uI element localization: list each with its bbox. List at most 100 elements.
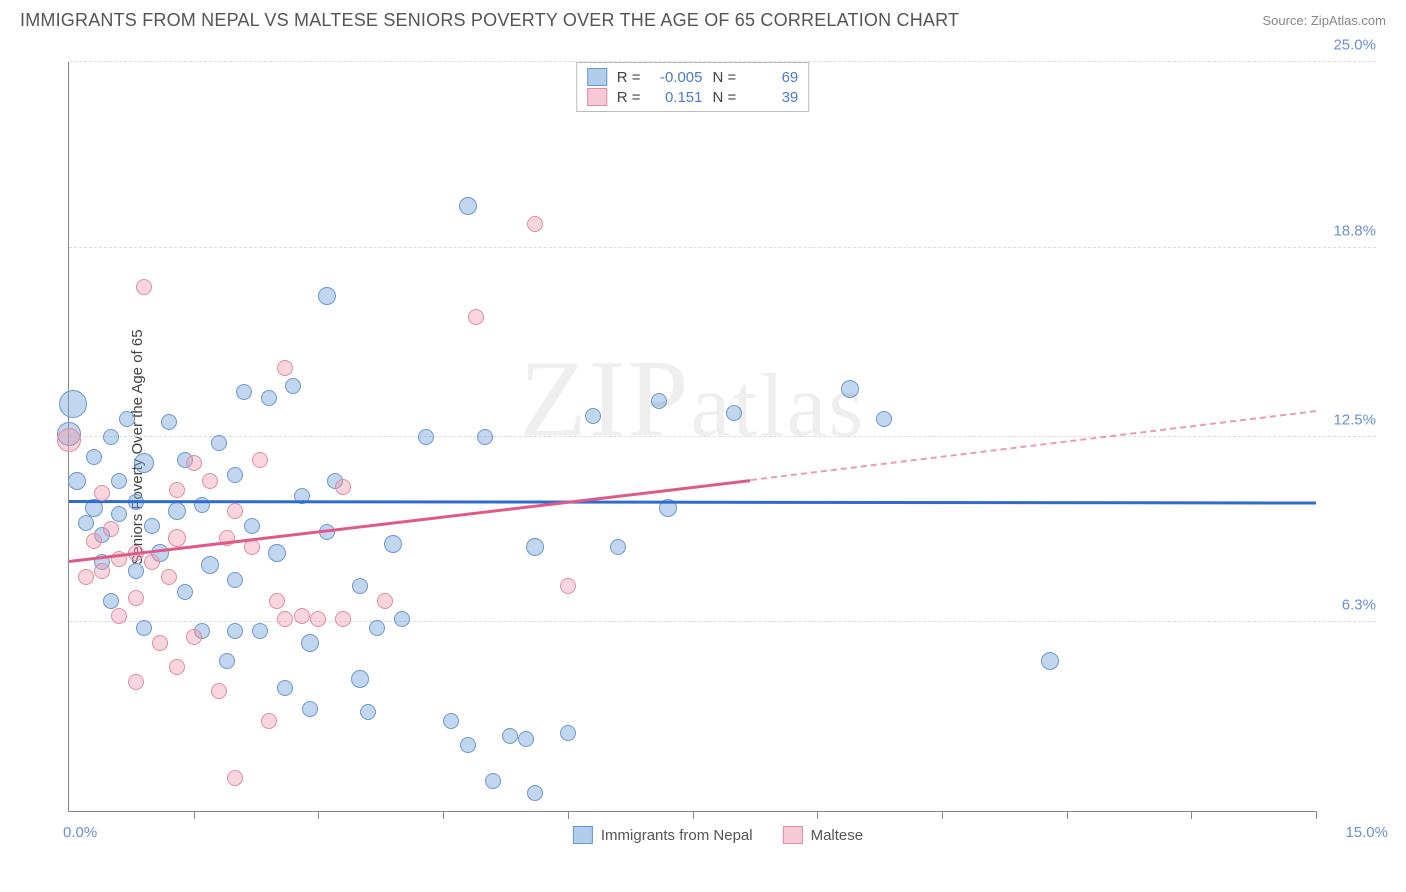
y-tick-label: 6.3%: [1342, 597, 1376, 614]
data-point-nepal: [459, 197, 477, 215]
data-point-nepal: [161, 414, 177, 430]
swatch-nepal: [587, 68, 607, 86]
x-axis-min-label: 0.0%: [63, 824, 97, 841]
data-point-nepal: [526, 538, 544, 556]
data-point-maltese: [136, 279, 152, 295]
legend-label-maltese: Maltese: [811, 827, 864, 844]
plot-area: ZIPatlas R = -0.005 N = 69 R = 0.151 N =…: [68, 62, 1316, 812]
data-point-nepal: [227, 623, 243, 639]
data-point-maltese: [169, 659, 185, 675]
data-point-nepal: [360, 704, 376, 720]
data-point-nepal: [351, 670, 369, 688]
y-tick-label: 12.5%: [1333, 411, 1376, 428]
data-point-nepal: [119, 411, 135, 427]
data-point-nepal: [168, 502, 186, 520]
x-tick: [1067, 811, 1068, 819]
gridline: [69, 247, 1376, 248]
data-point-maltese: [144, 554, 160, 570]
data-point-nepal: [502, 728, 518, 744]
data-point-nepal: [560, 725, 576, 741]
legend-swatch-maltese: [783, 826, 803, 844]
data-point-maltese: [111, 608, 127, 624]
source-link[interactable]: ZipAtlas.com: [1311, 13, 1386, 28]
nepal-r-value: -0.005: [651, 69, 703, 86]
data-point-maltese: [186, 455, 202, 471]
data-point-maltese: [468, 309, 484, 325]
data-point-nepal: [394, 611, 410, 627]
data-point-nepal: [876, 411, 892, 427]
data-point-maltese: [161, 569, 177, 585]
data-point-maltese: [94, 485, 110, 501]
data-point-nepal: [252, 623, 268, 639]
data-point-nepal: [418, 429, 434, 445]
data-point-nepal: [111, 473, 127, 489]
legend-item-nepal: Immigrants from Nepal: [573, 826, 753, 844]
data-point-maltese: [94, 563, 110, 579]
data-point-nepal: [285, 378, 301, 394]
watermark: ZIPatlas: [520, 336, 866, 463]
x-tick: [942, 811, 943, 819]
chart-container: Seniors Poverty Over the Age of 65 ZIPat…: [50, 42, 1386, 852]
x-tick: [568, 811, 569, 819]
data-point-maltese: [152, 635, 168, 651]
data-point-nepal: [236, 384, 252, 400]
data-point-maltese: [128, 674, 144, 690]
data-point-maltese: [310, 611, 326, 627]
data-point-nepal: [134, 453, 154, 473]
stats-legend-box: R = -0.005 N = 69 R = 0.151 N = 39: [576, 62, 810, 112]
data-point-nepal: [352, 578, 368, 594]
legend-swatch-nepal: [573, 826, 593, 844]
stats-row-maltese: R = 0.151 N = 39: [587, 87, 799, 107]
data-point-maltese: [202, 473, 218, 489]
r-label: R =: [617, 89, 641, 106]
x-tick: [318, 811, 319, 819]
data-point-nepal: [68, 472, 86, 490]
data-point-nepal: [477, 429, 493, 445]
data-point-maltese: [227, 770, 243, 786]
data-point-maltese: [252, 452, 268, 468]
data-point-nepal: [177, 584, 193, 600]
data-point-maltese: [128, 590, 144, 606]
trendline-nepal: [69, 500, 1316, 504]
n-label: N =: [713, 89, 737, 106]
y-tick-label: 18.8%: [1333, 222, 1376, 239]
data-point-maltese: [57, 428, 81, 452]
data-point-maltese: [335, 611, 351, 627]
n-label: N =: [713, 69, 737, 86]
data-point-maltese: [277, 360, 293, 376]
data-point-nepal: [128, 563, 144, 579]
chart-title: IMMIGRANTS FROM NEPAL VS MALTESE SENIORS…: [20, 10, 959, 31]
data-point-maltese: [103, 521, 119, 537]
data-point-nepal: [301, 634, 319, 652]
data-point-nepal: [103, 593, 119, 609]
data-point-nepal: [460, 737, 476, 753]
data-point-nepal: [268, 544, 286, 562]
x-tick: [1316, 811, 1317, 819]
data-point-maltese: [269, 593, 285, 609]
x-tick: [817, 811, 818, 819]
data-point-nepal: [103, 429, 119, 445]
data-point-nepal: [261, 390, 277, 406]
maltese-r-value: 0.151: [651, 89, 703, 106]
legend-label-nepal: Immigrants from Nepal: [601, 827, 753, 844]
data-point-maltese: [244, 539, 260, 555]
data-point-nepal: [527, 785, 543, 801]
source-attribution: Source: ZipAtlas.com: [1262, 13, 1386, 28]
x-tick: [693, 811, 694, 819]
data-point-nepal: [443, 713, 459, 729]
data-point-nepal: [59, 390, 87, 418]
data-point-nepal: [1041, 652, 1059, 670]
gridline: [69, 621, 1376, 622]
data-point-nepal: [369, 620, 385, 636]
data-point-nepal: [78, 515, 94, 531]
data-point-nepal: [302, 701, 318, 717]
x-tick: [194, 811, 195, 819]
data-point-nepal: [610, 539, 626, 555]
source-prefix: Source:: [1262, 13, 1310, 28]
data-point-maltese: [168, 529, 186, 547]
data-point-maltese: [78, 569, 94, 585]
y-tick-label: 25.0%: [1333, 37, 1376, 54]
data-point-nepal: [211, 435, 227, 451]
data-point-nepal: [227, 572, 243, 588]
data-point-nepal: [318, 287, 336, 305]
